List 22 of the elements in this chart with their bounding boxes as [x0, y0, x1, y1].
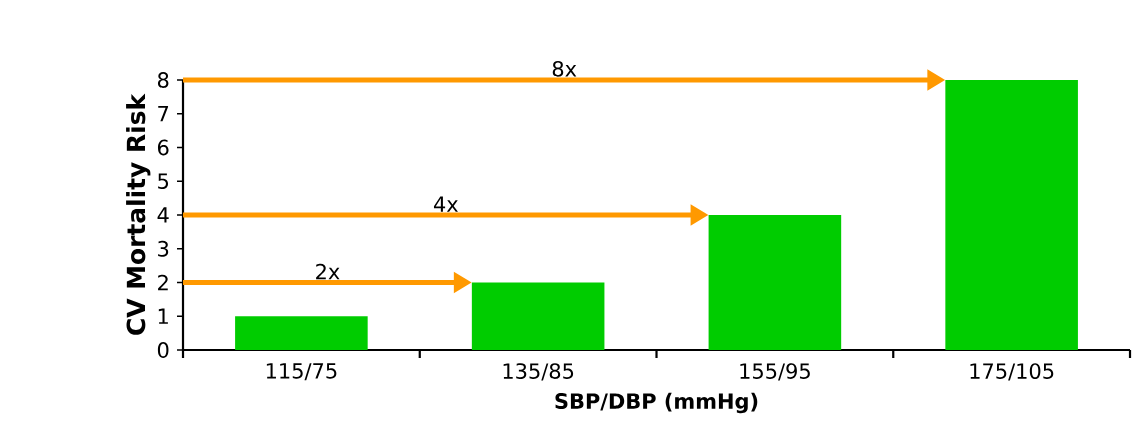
- y-tick-label: 6: [157, 139, 169, 156]
- bar: [945, 79, 1078, 350]
- y-tick-label: 7: [158, 106, 169, 122]
- y-tick-label: 5: [158, 173, 169, 190]
- x-tick-label: 175/105: [970, 363, 1054, 381]
- annotation: 4x: [433, 196, 458, 212]
- y-tick-label: 3: [158, 240, 169, 257]
- x-tick-label: 155/95: [740, 363, 810, 381]
- x-tick-label: 115/75: [266, 363, 337, 381]
- bar: [235, 316, 368, 350]
- y-tick-label: 4: [157, 207, 169, 223]
- y-tick-label: 2: [158, 274, 168, 291]
- text: 8x: [552, 60, 577, 77]
- y-tick-label: 1: [158, 308, 168, 324]
- x-tick-label: 135/85: [503, 363, 574, 381]
- y-tick-label: 8: [157, 72, 169, 88]
- x-axis-title: SBP/DBP (mmHg): [555, 392, 758, 414]
- bar: [708, 214, 842, 350]
- y-tick-label: 0: [157, 342, 169, 358]
- y-axis-title: CV Mortality Risk: [126, 93, 151, 335]
- bar: [471, 282, 605, 350]
- annotation: 2x: [316, 263, 340, 280]
